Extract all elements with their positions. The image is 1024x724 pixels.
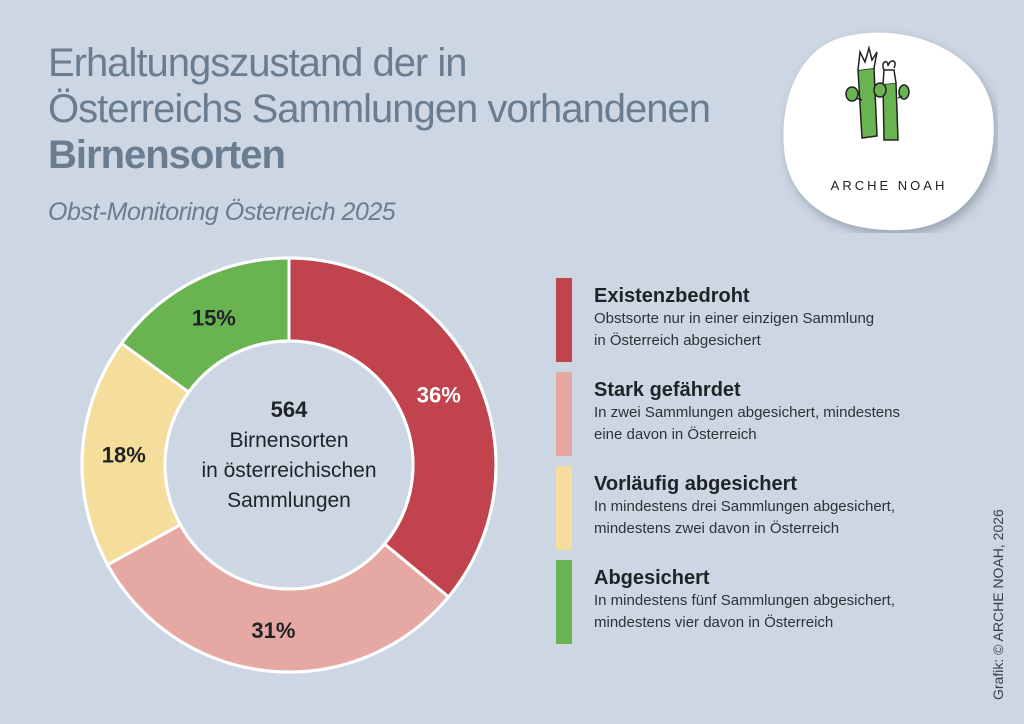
title-line-1: Erhaltungszustand der in xyxy=(48,41,467,85)
slice-label: 18% xyxy=(102,443,146,468)
legend-desc-1: In zwei Sammlungen abgesichert, mindeste… xyxy=(594,404,900,421)
legend-swatch xyxy=(556,466,572,550)
arche-noah-logo: ARCHE NOAH xyxy=(783,32,994,231)
legend-desc-1: Obstsorte nur in einer einzigen Sammlung xyxy=(594,310,875,327)
plant-stems-icon xyxy=(845,45,910,141)
title-line-2: Österreichs Sammlungen vorhandenen xyxy=(48,87,711,131)
donut-outer-ring xyxy=(80,256,498,674)
credit-text: Grafik: © ARCHE NOAH, 2026 xyxy=(990,509,1006,700)
legend-item-stark-gefaehrdet: Stark gefährdet In zwei Sammlungen abges… xyxy=(556,372,976,456)
legend-title: Abgesichert xyxy=(594,567,710,589)
chart-title: Erhaltungszustand der in Österreichs Sam… xyxy=(48,40,711,178)
legend-item-vorlaeufig-abgesichert: Vorläufig abgesichert In mindestens drei… xyxy=(556,466,976,550)
slice-label: 36% xyxy=(417,383,461,408)
center-value: 564 xyxy=(271,397,308,422)
legend-desc-1: In mindestens drei Sammlungen abgesicher… xyxy=(594,498,895,515)
logo-text: ARCHE NOAH xyxy=(831,178,948,193)
legend-title: Stark gefährdet xyxy=(594,379,741,401)
title-line-3: Birnensorten xyxy=(48,133,286,177)
center-line-1: Birnensorten xyxy=(229,429,348,452)
legend-swatch xyxy=(556,278,572,362)
legend-title: Existenzbedroht xyxy=(594,285,750,307)
slice-label: 15% xyxy=(192,306,236,331)
legend-desc-2: eine davon in Österreich xyxy=(594,426,757,443)
legend-item-abgesichert: Abgesichert In mindestens fünf Sammlunge… xyxy=(556,560,976,644)
chart-subtitle: Obst-Monitoring Österreich 2025 xyxy=(48,198,396,226)
legend-desc-2: in Österreich abgesichert xyxy=(594,332,761,349)
legend-swatch xyxy=(556,372,572,456)
donut-slice-existenzbedroht xyxy=(287,256,498,600)
legend-title: Vorläufig abgesichert xyxy=(594,473,798,495)
legend-swatch xyxy=(556,560,572,644)
legend-desc-1: In mindestens fünf Sammlungen abgesicher… xyxy=(594,592,896,609)
legend-desc-2: mindestens zwei davon in Österreich xyxy=(594,520,840,537)
slice-label: 31% xyxy=(251,618,295,643)
legend-desc-2: mindestens vier davon in Österreich xyxy=(594,614,834,631)
legend: Existenzbedroht Obstsorte nur in einer e… xyxy=(556,278,976,654)
legend-item-existenzbedroht: Existenzbedroht Obstsorte nur in einer e… xyxy=(556,278,976,362)
center-line-3: Sammlungen xyxy=(227,489,351,512)
center-line-2: in österreichischen xyxy=(201,459,376,482)
donut-inner-ring xyxy=(163,339,415,591)
